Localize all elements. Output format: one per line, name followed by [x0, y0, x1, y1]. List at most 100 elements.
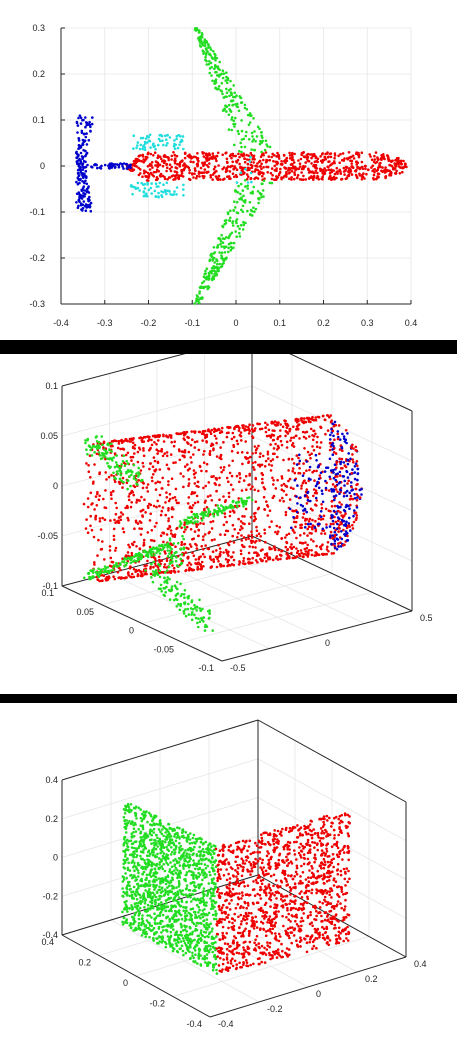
body-point [196, 565, 200, 569]
body-point [205, 469, 208, 473]
body-point [278, 499, 282, 502]
wing-point [100, 435, 104, 438]
y-tick-label: 0 [129, 626, 134, 636]
wing-point [202, 280, 206, 283]
wing-point [226, 212, 230, 216]
body-point [280, 443, 284, 447]
wing-point [126, 487, 129, 491]
body-point [311, 518, 314, 522]
fuselage-point [252, 161, 255, 164]
wing-point [207, 512, 210, 515]
body-point [140, 527, 143, 531]
body-point [194, 562, 197, 565]
body-point [151, 465, 155, 468]
x-tick-label: 0.2 [317, 318, 330, 328]
wing-point [174, 586, 178, 589]
wing-point [170, 557, 174, 560]
body-point [319, 545, 323, 548]
fuselage-point [360, 160, 364, 164]
plane-a-point [194, 924, 198, 927]
body-point [92, 480, 95, 484]
plane-a-point [189, 832, 192, 835]
wing-point [181, 534, 184, 538]
fuselage-point [210, 157, 213, 160]
wing-point [106, 461, 109, 465]
fuselage-point [276, 151, 279, 155]
wing-point [95, 444, 99, 447]
body-point [198, 465, 202, 469]
body-point [125, 481, 129, 485]
wing-point [251, 140, 254, 143]
fuselage-point [307, 168, 310, 172]
body-point [321, 517, 325, 521]
body-point [318, 474, 322, 477]
body-point [334, 520, 338, 524]
body-point [244, 538, 248, 541]
panel-separator [0, 694, 457, 703]
vertical-tail-point [78, 200, 81, 203]
body-point [255, 534, 259, 537]
body-point [149, 512, 152, 516]
body-point [179, 472, 182, 475]
body-point [218, 498, 221, 501]
wing-point [88, 445, 92, 448]
body-point [322, 552, 326, 556]
body-point [310, 553, 314, 557]
wing-point [243, 103, 247, 107]
horizontal-tail-point [166, 133, 169, 137]
plane-a-point [156, 845, 160, 848]
body-point [247, 537, 250, 540]
fuselage-point [208, 162, 211, 165]
wing-point [236, 500, 239, 504]
vertical-tail-point [111, 164, 115, 168]
body-point [227, 431, 230, 434]
wing-point [223, 508, 226, 511]
body-point [280, 537, 283, 540]
y-tick-label: 0 [40, 161, 45, 171]
body-point [191, 490, 194, 494]
nose-point [324, 479, 327, 483]
wing-point [240, 145, 243, 149]
fuselage-point [192, 176, 195, 179]
plane-a-point [209, 897, 212, 900]
fuselage-point [256, 168, 260, 172]
vertical-tail-point [85, 182, 89, 186]
body-point [210, 527, 214, 530]
body-point [112, 527, 116, 531]
fuselage-point [245, 177, 249, 181]
wing-point [175, 556, 178, 559]
wing-point [220, 251, 224, 254]
vertical-tail-point [100, 164, 103, 168]
body-point [313, 479, 316, 482]
plane-a-point [132, 831, 135, 834]
body-point [222, 466, 226, 469]
body-point [263, 487, 267, 491]
body-point [202, 535, 205, 538]
wing-point [131, 560, 135, 563]
wing-point [182, 609, 186, 613]
fuselage-point [151, 173, 154, 177]
fuselage-point [169, 169, 173, 173]
fuselage-point [153, 151, 157, 154]
body-point [291, 442, 295, 445]
body-point [291, 467, 295, 470]
body-point [169, 453, 173, 456]
body-point [254, 500, 258, 503]
body-point [275, 524, 279, 528]
grid-line [204, 548, 365, 624]
body-point [215, 455, 219, 458]
x-tick-label: 0 [316, 989, 321, 999]
wing-point [209, 48, 213, 51]
body-point [165, 533, 169, 536]
body-point [261, 454, 265, 458]
vertical-tail-point [75, 201, 78, 204]
body-point [247, 557, 250, 561]
wing-point [93, 450, 96, 454]
plane-a-point [185, 930, 189, 933]
fuselage-point [313, 171, 316, 175]
nose-point [328, 438, 332, 441]
body-point [232, 558, 236, 562]
wing-point [169, 589, 172, 593]
fuselage-point [307, 159, 311, 163]
body-point [266, 450, 270, 454]
